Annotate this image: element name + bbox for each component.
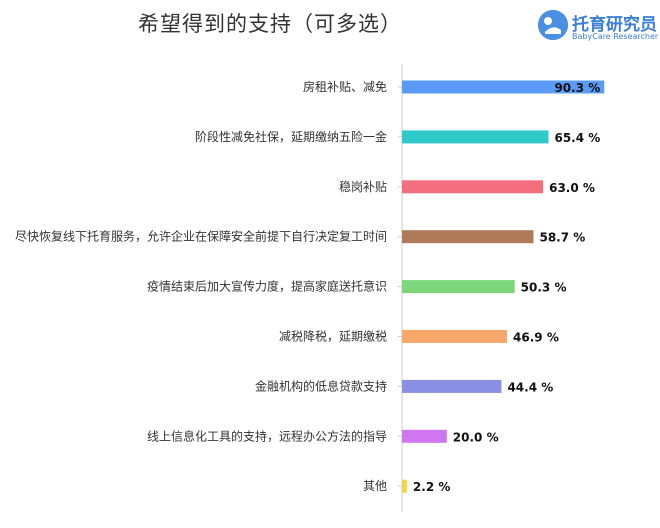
bar [402, 230, 534, 244]
value-label: 58.7 % [539, 231, 585, 245]
value-label: 2.2 % [413, 480, 450, 494]
value-label: 20.0 % [453, 430, 499, 444]
brand-logo: 托育研究员 BabyCare Researcher [538, 8, 659, 44]
value-label: 65.4 % [554, 131, 600, 145]
logo-name: 托育研究员 [572, 15, 657, 35]
bar [402, 479, 407, 493]
category-label: 其他 [363, 479, 387, 493]
category-label: 房租补贴、减免 [303, 79, 387, 94]
bar [402, 180, 544, 194]
category-label: 金融机构的低息贷款支持 [255, 378, 387, 393]
value-label: 63.0 % [549, 181, 595, 195]
chart-title: 希望得到的支持（可多选） [138, 12, 402, 36]
bar [402, 130, 549, 144]
category-label: 线上信息化工具的支持，远程办公方法的指导 [147, 428, 387, 443]
bar [402, 280, 515, 294]
logo-subtitle: BabyCare Researcher [572, 32, 659, 41]
bar [402, 330, 508, 343]
bar [402, 429, 447, 443]
value-label: 90.3 % [554, 81, 600, 95]
value-label: 46.9 % [513, 331, 559, 345]
category-label: 疫情结束后加大宣传力度，提高家庭送托意识 [147, 279, 387, 294]
bar [402, 80, 605, 94]
category-label: 尽快恢复线下托育服务，允许企业在保障安全前提下自行决定复工时间 [15, 229, 387, 244]
category-label: 稳岗补贴 [339, 179, 387, 194]
baby-icon [538, 10, 568, 40]
bar [402, 379, 502, 393]
value-label: 50.3 % [521, 281, 567, 295]
category-label: 减税降税，延期缴税 [279, 329, 387, 344]
value-label: 44.4 % [507, 380, 553, 394]
category-label: 阶段性减免社保，延期缴纳五险一金 [195, 129, 387, 144]
